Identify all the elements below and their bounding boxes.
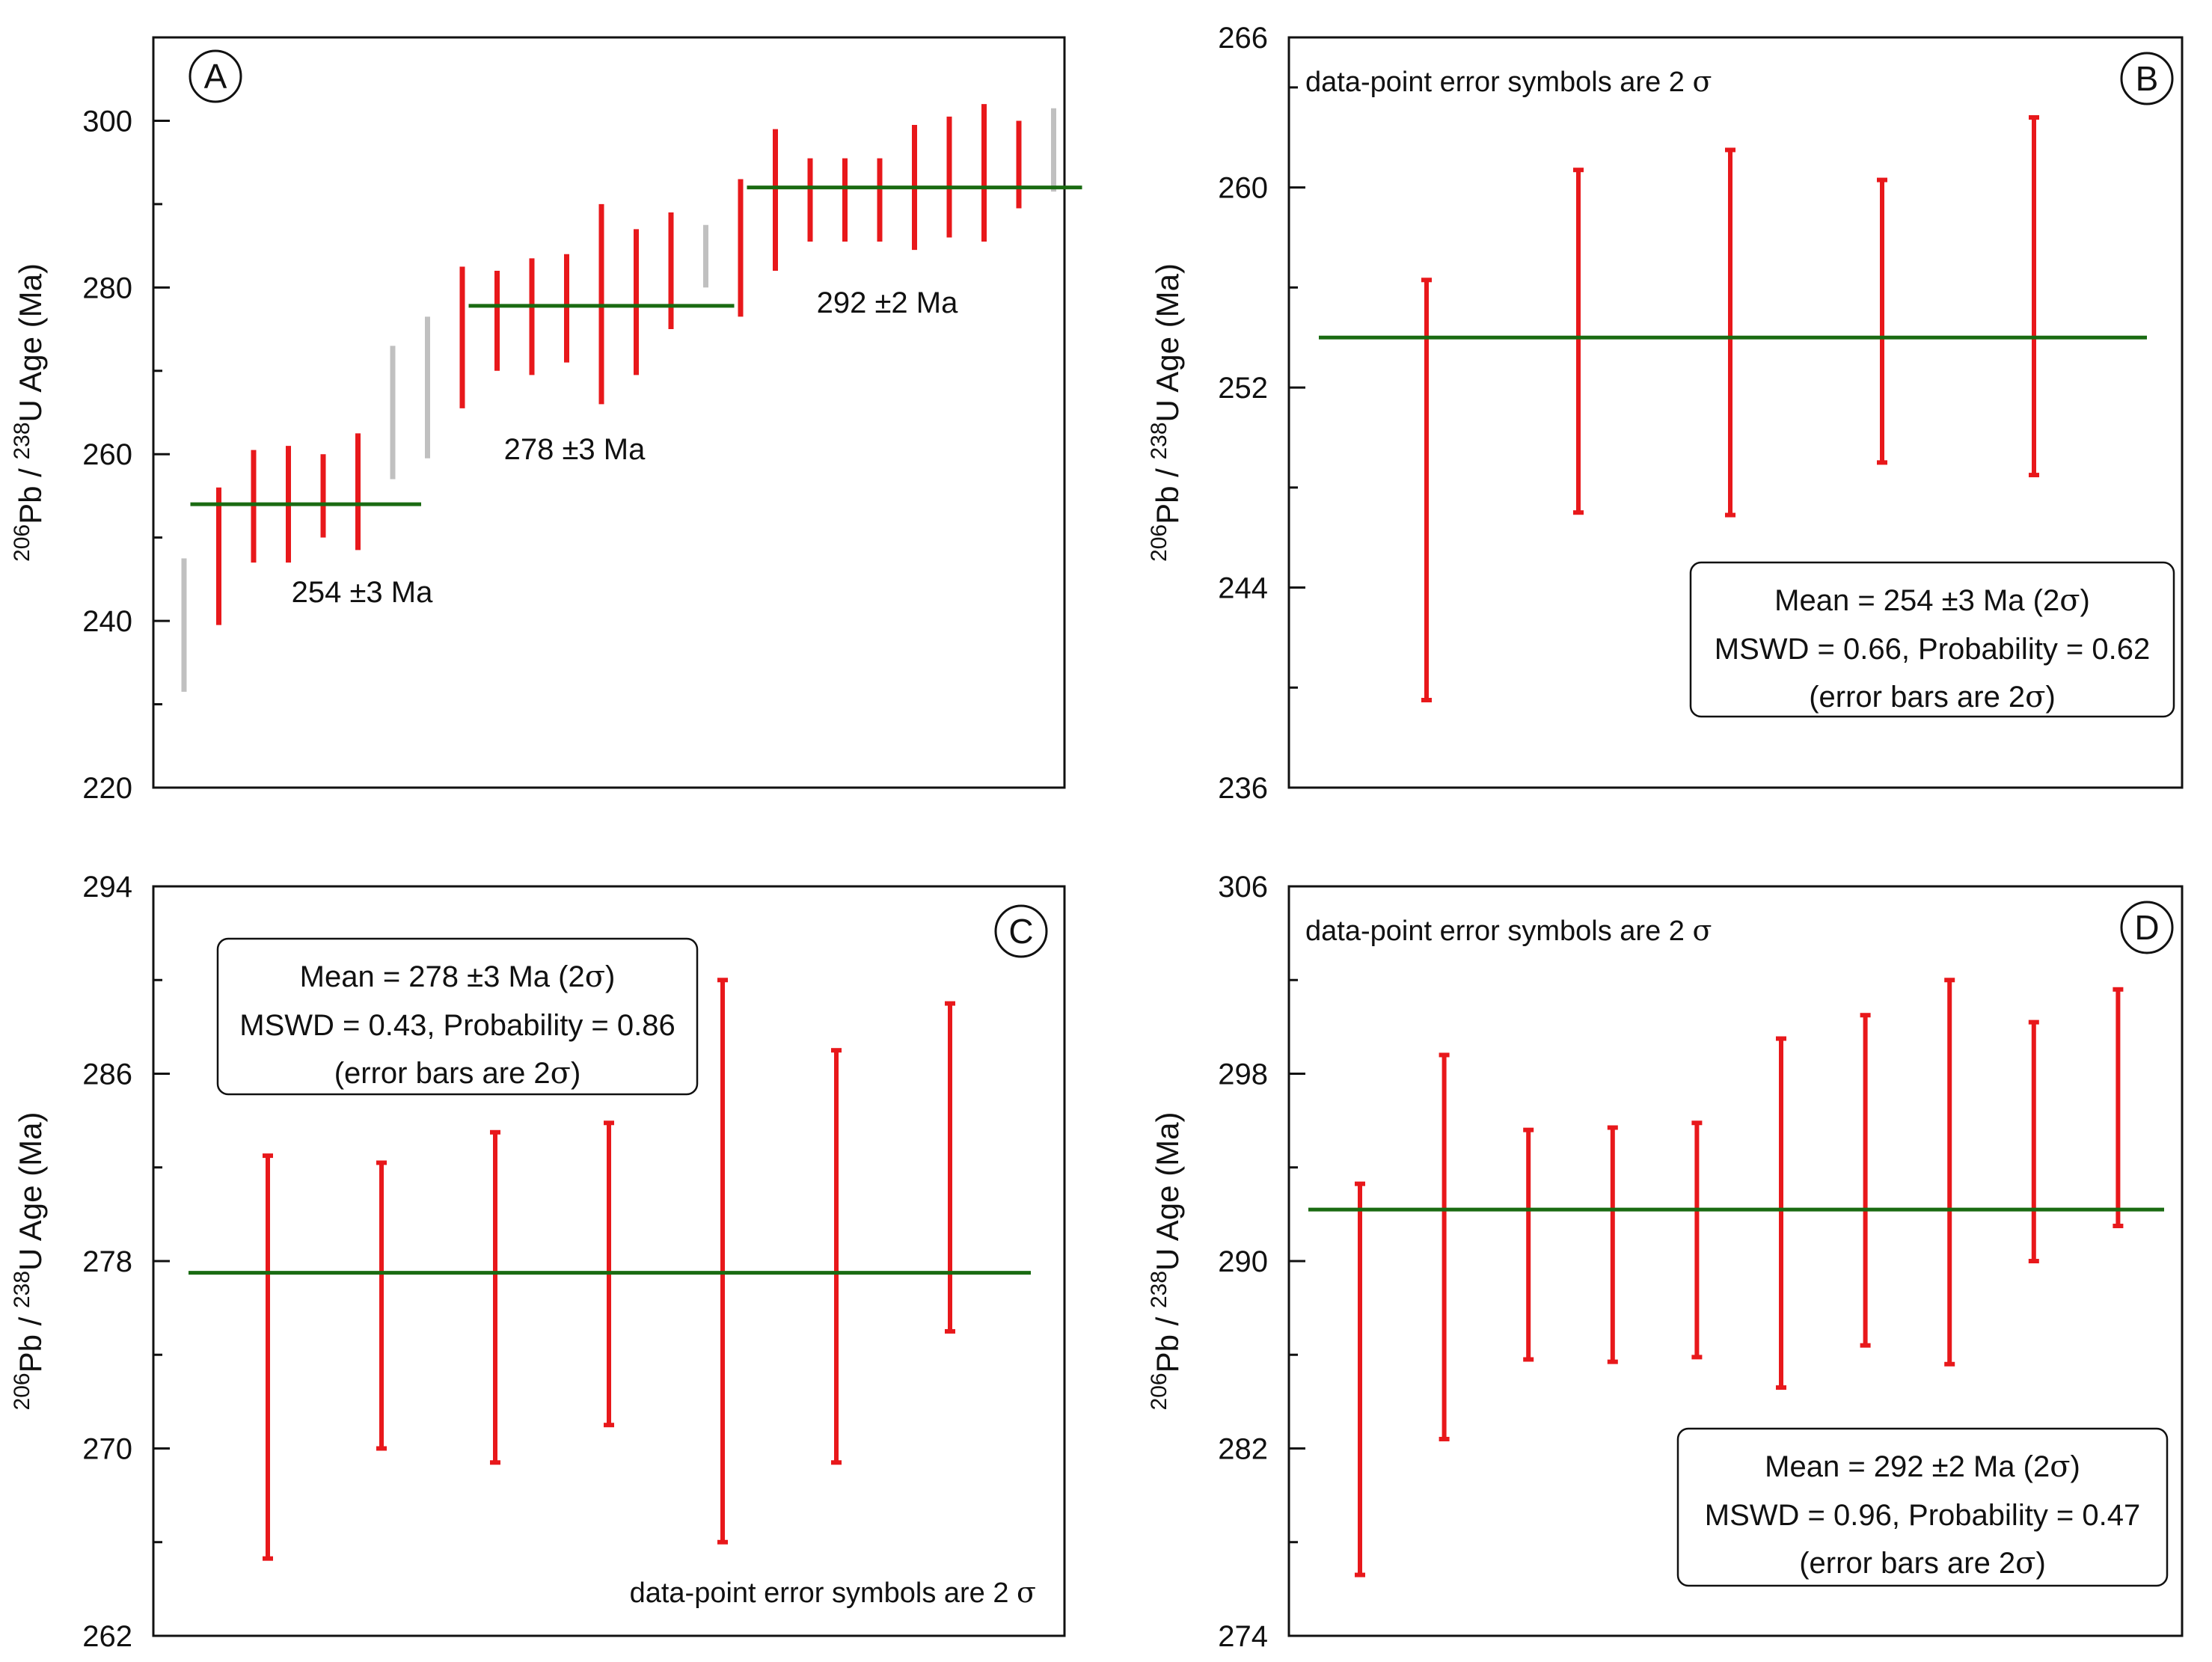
stats-mean-line: Mean = 292 ±2 Ma (2σ)	[1765, 1450, 2080, 1484]
panel-letter: B	[2136, 59, 2159, 98]
y-axis-title: 206Pb / 238U Age (Ma)	[1147, 263, 1185, 562]
y-tick-label: 266	[1218, 22, 1268, 55]
y-tick-label: 260	[1218, 172, 1268, 205]
stats-box	[1689, 561, 2175, 718]
panel-b: 236 244 252 260 266 206Pb / 238U Age (Ma) Bdat…	[1147, 22, 2184, 805]
plot-frame	[152, 36, 1066, 789]
y-tick-label: 306	[1218, 871, 1268, 904]
error-symbol-legend: data-point error symbols are 2 σ	[1305, 65, 1712, 98]
y-tick-label: 260	[82, 438, 132, 471]
stats-mswd-line: MSWD = 0.66, Probability = 0.62	[1715, 633, 2151, 666]
sigma-symbol: σ	[2015, 1546, 2035, 1580]
group-age-label: 254 ±3 Ma	[292, 576, 433, 609]
panel-d: 274 282 290 298 306 206Pb / 238U Age (Ma) Ddat…	[1147, 871, 2184, 1653]
plot-frame	[1287, 36, 2184, 789]
sigma-symbol: σ	[585, 960, 605, 994]
y-tick-label: 262	[82, 1620, 132, 1653]
sigma-symbol: σ	[551, 1056, 571, 1091]
y-tick-label: 244	[1218, 572, 1268, 605]
y-tick-label: 270	[82, 1433, 132, 1466]
sigma-symbol: σ	[1692, 65, 1712, 98]
sigma-symbol: σ	[1017, 1576, 1036, 1609]
panel-letter-circle	[2120, 901, 2174, 954]
y-tick-label: 220	[82, 772, 132, 805]
error-symbol-legend: data-point error symbols are 2 σ	[1305, 914, 1712, 947]
error-symbol-legend: data-point error symbols are 2 σ	[630, 1576, 1036, 1609]
stats-error-bars-line: (error bars are 2σ)	[1809, 680, 2056, 714]
y-tick-label: 300	[82, 105, 132, 138]
stats-mean-line: Mean = 278 ±3 Ma (2σ)	[300, 960, 616, 994]
y-tick-label: 298	[1218, 1058, 1268, 1091]
panel-letter-circle	[2120, 52, 2174, 105]
sigma-symbol: σ	[2059, 583, 2080, 618]
y-tick-label: 278	[82, 1245, 132, 1278]
panel-a: 220 240 260 280 300 206Pb / 238U Age (Ma) A 254…	[10, 36, 1082, 805]
panel-letter-circle	[994, 904, 1048, 958]
panel-letter-circle	[189, 49, 242, 103]
y-tick-label: 286	[82, 1058, 132, 1091]
sigma-symbol: σ	[2025, 680, 2045, 714]
y-axis-title: 206Pb / 238U Age (Ma)	[1147, 1112, 1185, 1411]
y-tick-label: 282	[1218, 1433, 1268, 1466]
panel-letter: C	[1008, 912, 1033, 951]
y-tick-label: 290	[1218, 1245, 1268, 1278]
sigma-symbol: σ	[1692, 914, 1712, 947]
y-tick-label: 294	[82, 871, 132, 904]
sigma-symbol: σ	[2050, 1450, 2070, 1484]
y-tick-label: 280	[82, 272, 132, 304]
y-axis-title: 206Pb / 238U Age (Ma)	[10, 1112, 48, 1411]
panel-c: 262 270 278 286 294 206Pb / 238U Age (Ma) Cdat…	[10, 871, 1066, 1653]
stats-box	[1676, 1427, 2169, 1587]
y-tick-label: 252	[1218, 372, 1268, 405]
group-age-label: 292 ±2 Ma	[817, 286, 958, 319]
y-tick-label: 240	[82, 605, 132, 638]
y-tick-label: 236	[1218, 772, 1268, 805]
y-tick-label: 274	[1218, 1620, 1268, 1653]
stats-error-bars-line: (error bars are 2σ)	[334, 1056, 581, 1091]
panel-letter: A	[204, 57, 227, 96]
panel-letter: D	[2134, 908, 2159, 947]
stats-box	[216, 937, 699, 1096]
group-age-label: 278 ±3 Ma	[504, 433, 646, 466]
stats-mean-line: Mean = 254 ±3 Ma (2σ)	[1774, 583, 2090, 618]
stats-error-bars-line: (error bars are 2σ)	[1799, 1546, 2046, 1580]
stats-mswd-line: MSWD = 0.43, Probability = 0.86	[239, 1009, 675, 1042]
stats-mswd-line: MSWD = 0.96, Probability = 0.47	[1705, 1499, 2141, 1532]
y-axis-title: 206Pb / 238U Age (Ma)	[10, 263, 48, 562]
